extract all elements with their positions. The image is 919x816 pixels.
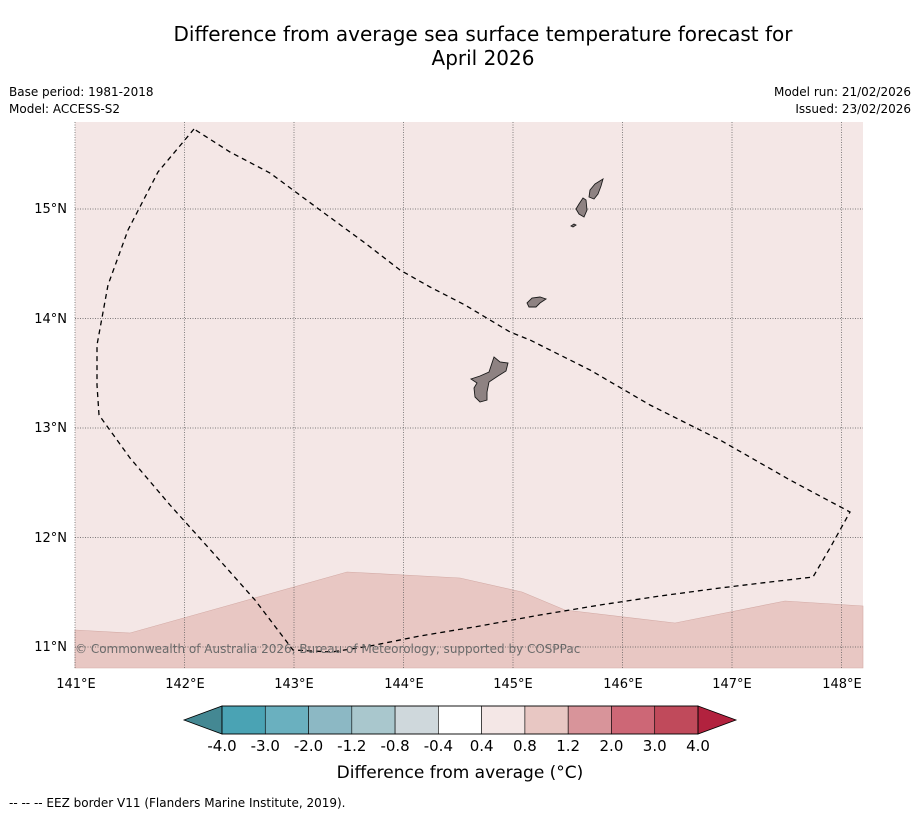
warm-anomaly-region — [74, 571, 864, 669]
colorbar-segment — [394, 705, 439, 735]
colorbar-segment — [438, 705, 482, 735]
colorbar-outline — [221, 705, 699, 735]
colorbar-tick-label: 4.0 — [686, 737, 710, 755]
lat-label-13: 13°N — [34, 421, 67, 436]
eez-footnote: -- -- -- EEZ border V11 (Flanders Marine… — [9, 796, 346, 810]
colorbar-segment — [221, 705, 266, 735]
colorbar-tick-label: -1.2 — [337, 737, 366, 755]
lon-label-143: 143°E — [274, 677, 314, 692]
colorbar-tick-label: 0.8 — [513, 737, 537, 755]
colorbar: -4.0 -3.0 -2.0 -1.2 -0.8 -0.4 0.4 0.8 1.2 2.0 3.0 4… — [182, 705, 738, 755]
colorbar-tick-label: -4.0 — [207, 737, 236, 755]
gridlines — [74, 122, 863, 668]
meta-left: Base period: 1981-2018 Model: ACCESS-S2 — [9, 84, 154, 118]
eez-border — [96, 128, 851, 653]
colorbar-segment — [308, 705, 353, 735]
colorbar-over-arrow — [697, 705, 738, 735]
island-aguijan — [570, 223, 577, 228]
colorbar-segment — [611, 705, 656, 735]
lon-label-146: 146°E — [603, 677, 643, 692]
lat-label-12: 12°N — [34, 531, 67, 546]
chart-title: Difference from average sea surface temp… — [0, 22, 919, 70]
lat-label-14: 14°N — [34, 312, 67, 327]
island-tinian — [575, 197, 588, 218]
copyright-text: © Commonwealth of Australia 2026, Bureau… — [75, 642, 580, 656]
lon-label-148: 148°E — [822, 677, 862, 692]
island-guam — [469, 356, 509, 403]
colorbar-tick-label: 0.4 — [470, 737, 494, 755]
colorbar-under-arrow — [182, 705, 223, 735]
lon-label-142: 142°E — [165, 677, 205, 692]
base-period-text: Base period: 1981-2018 — [9, 85, 154, 99]
colorbar-tick-label: -3.0 — [251, 737, 280, 755]
colorbar-title: Difference from average (°C) — [336, 763, 584, 783]
colorbar-tick-label: 3.0 — [643, 737, 667, 755]
colorbar-segment — [264, 705, 309, 735]
lat-label-15: 15°N — [34, 202, 67, 217]
issued-text: Issued: 23/02/2026 — [795, 102, 911, 116]
islands — [469, 177, 604, 403]
colorbar-tick-label: -2.0 — [294, 737, 323, 755]
colorbar-tick-label: -0.8 — [380, 737, 409, 755]
colorbar-tick-label: -0.4 — [424, 737, 453, 755]
model-text: Model: ACCESS-S2 — [9, 102, 121, 116]
lon-label-141: 141°E — [56, 677, 96, 692]
lon-label-147: 147°E — [712, 677, 752, 692]
meta-right: Model run: 21/02/2026 Issued: 23/02/2026 — [774, 84, 911, 118]
lon-label-144: 144°E — [384, 677, 424, 692]
colorbar-segment — [524, 705, 569, 735]
title-line-1: Difference from average sea surface temp… — [173, 22, 793, 46]
model-run-text: Model run: 21/02/2026 — [773, 85, 911, 99]
colorbar-tick-label: 1.2 — [556, 737, 580, 755]
lat-label-11: 11°N — [34, 640, 67, 655]
lon-label-145: 145°E — [493, 677, 533, 692]
colorbar-tick-label: 2.0 — [600, 737, 624, 755]
colorbar-segment — [567, 705, 612, 735]
title-line-2: April 2026 — [431, 46, 535, 70]
island-rota — [526, 296, 548, 308]
colorbar-segment — [351, 705, 396, 735]
colorbar-segment — [654, 705, 699, 735]
island-saipan — [588, 177, 604, 200]
colorbar-segment — [481, 705, 526, 735]
